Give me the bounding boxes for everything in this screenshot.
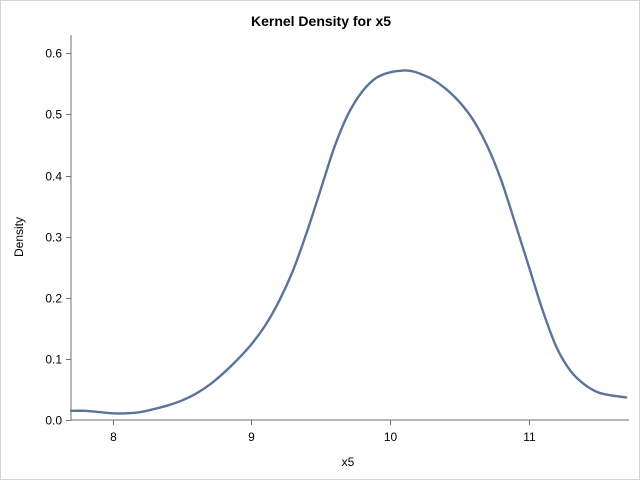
x-axis-label: x5 (342, 455, 355, 469)
x-tick-label: 8 (110, 430, 117, 444)
chart-title: Kernel Density for x5 (251, 13, 391, 29)
x-tick-label: 10 (384, 430, 398, 444)
y-tick-label: 0.0 (45, 414, 62, 428)
y-axis-label: Density (12, 217, 26, 257)
y-axis: 0.0 0.1 0.2 0.3 0.4 0.5 0.6 (45, 35, 72, 428)
x-tick-label: 9 (248, 430, 255, 444)
x-axis: 8 9 10 11 (71, 419, 629, 444)
y-tick-label: 0.2 (45, 292, 62, 306)
plot-area (69, 69, 628, 415)
density-curve (69, 69, 628, 415)
y-tick-label: 0.1 (45, 353, 62, 367)
x-tick-label: 11 (523, 430, 536, 444)
y-tick-label: 0.4 (45, 170, 62, 184)
y-tick-label: 0.5 (45, 108, 62, 122)
y-tick-label: 0.3 (45, 231, 62, 245)
y-tick-label: 0.6 (45, 47, 62, 61)
